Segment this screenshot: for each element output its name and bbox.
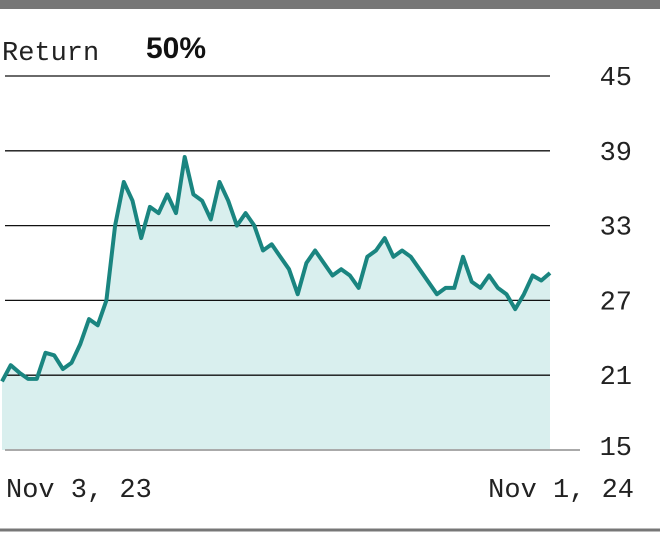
y-tick-label: 15 [600,434,632,464]
price-line [0,155,552,383]
y-tick-label: 33 [600,214,632,244]
chart-subtitle: 50% [146,32,206,65]
y-tick-label: 39 [600,139,632,169]
x-tick-label: Nov 1, 24 [488,476,634,506]
y-tick-label: 21 [600,363,632,393]
x-tick-label: Nov 3, 23 [6,476,152,506]
top-bar [0,0,660,9]
chart-title: Return [2,39,99,69]
y-tick-label: 45 [600,64,632,94]
plot: 15 21 27 33 39 45 Nov 3, 23 Nov 1, 24 [0,64,634,506]
area [2,157,550,450]
y-tick-label: 27 [600,288,632,318]
